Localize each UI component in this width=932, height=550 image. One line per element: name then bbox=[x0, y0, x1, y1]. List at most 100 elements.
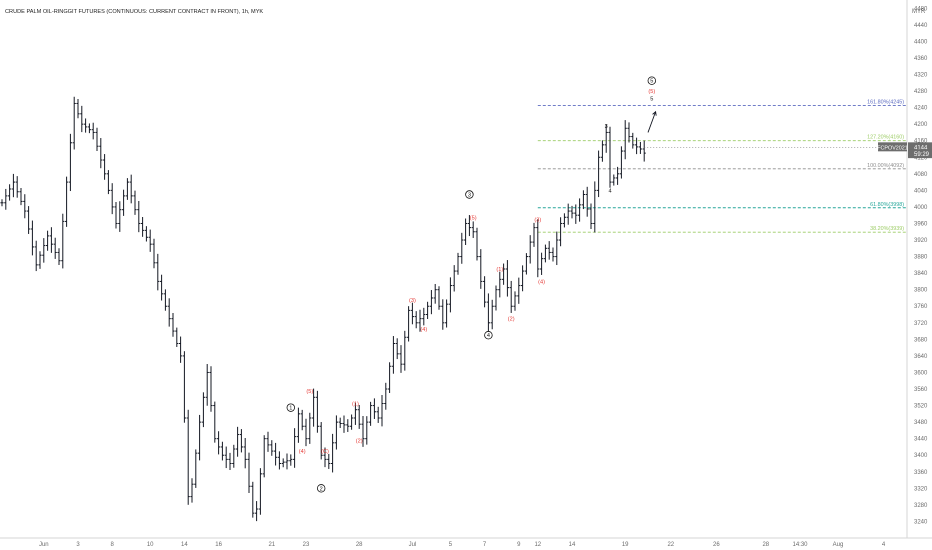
ohlc-bar bbox=[426, 301, 430, 319]
wave-label: 5 bbox=[650, 96, 653, 102]
y-tick-label: 3440 bbox=[914, 437, 928, 443]
ohlc-bar bbox=[255, 501, 259, 522]
ohlc-bar bbox=[19, 188, 23, 206]
ohlc-bar bbox=[163, 289, 167, 311]
ohlc-bar bbox=[4, 188, 8, 210]
ohlc-bar bbox=[551, 247, 555, 262]
x-tick-label: 16 bbox=[215, 542, 222, 548]
ohlc-bar bbox=[0, 199, 4, 207]
ohlc-bar bbox=[372, 398, 376, 419]
ohlc-bar bbox=[49, 227, 53, 253]
ohlc-bar bbox=[156, 253, 160, 291]
wave-label: (3) bbox=[534, 217, 541, 223]
ohlc-bar bbox=[342, 415, 346, 433]
elliott-wave-labels: 1 2 3 4 5 (4) (5) (C) (1) (2) (3) (4) (5) (1) (2) (3) (4… bbox=[286, 76, 656, 493]
ohlc-bar bbox=[410, 302, 414, 325]
ohlc-bar bbox=[122, 189, 126, 216]
ohlc-bar bbox=[87, 123, 91, 134]
ohlc-bar bbox=[543, 244, 547, 263]
ohlc-bar bbox=[509, 280, 513, 313]
svg-text:(5): (5) bbox=[470, 215, 477, 221]
wave-label-circled: 1 bbox=[286, 403, 295, 412]
ohlc-bar bbox=[361, 415, 365, 447]
x-tick-label: 5 bbox=[449, 542, 453, 548]
y-tick-label: 4400 bbox=[914, 39, 928, 45]
ohlc-bar bbox=[247, 452, 251, 493]
wave-label: (5) bbox=[470, 215, 477, 221]
ohlc-bar bbox=[369, 401, 373, 426]
svg-text:1: 1 bbox=[289, 406, 292, 412]
wave-label: (1) bbox=[496, 267, 503, 273]
ohlc-bar bbox=[8, 184, 12, 201]
y-tick-label: 3840 bbox=[914, 271, 928, 277]
y-tick-label: 3560 bbox=[914, 387, 928, 393]
x-tick-label: 8 bbox=[111, 542, 115, 548]
ohlc-bar bbox=[65, 176, 69, 227]
ohlc-bar bbox=[198, 414, 202, 461]
last-price-tag: 4144 bbox=[908, 142, 932, 152]
wave-label-circled: 5 bbox=[647, 76, 656, 85]
wave-label: (2) bbox=[356, 439, 363, 445]
ohlc-bar bbox=[209, 366, 213, 412]
ohlc-bar bbox=[239, 429, 243, 453]
svg-text:(3): (3) bbox=[534, 217, 541, 223]
x-tick-label: Aug bbox=[833, 542, 844, 548]
ohlc-bar bbox=[638, 141, 642, 154]
ohlc-bar bbox=[365, 416, 369, 445]
ohlc-bar bbox=[471, 221, 475, 238]
svg-text:2: 2 bbox=[320, 486, 323, 492]
y-tick-label: 4440 bbox=[914, 23, 928, 29]
ohlc-bar bbox=[91, 122, 95, 140]
ohlc-bar bbox=[505, 260, 509, 297]
ohlc-bar bbox=[285, 453, 289, 470]
price-axis[interactable]: 3240 3280 3320 3360 3400 3440 3480 3520 3560 3600… bbox=[914, 6, 928, 525]
ohlc-bar bbox=[388, 362, 392, 393]
ohlc-bar bbox=[148, 229, 152, 252]
ohlc-bar bbox=[414, 311, 418, 329]
ohlc-bar bbox=[623, 120, 627, 160]
y-tick-label: 4080 bbox=[914, 172, 928, 178]
ohlc-bar bbox=[350, 414, 354, 430]
ohlc-bar bbox=[106, 170, 110, 195]
y-tick-label: 3400 bbox=[914, 453, 928, 459]
svg-text:3: 3 bbox=[605, 124, 608, 130]
ohlc-bar bbox=[540, 252, 544, 275]
fib-level-label: 38.20%(3939) bbox=[870, 226, 904, 232]
x-tick-label: 3 bbox=[76, 542, 80, 548]
y-tick-label: 3240 bbox=[914, 519, 928, 525]
ohlc-bar bbox=[289, 454, 293, 466]
time-axis[interactable]: Jun 3 8 10 14 16 21 23 28 Jul 5 7 9 12 14 19 22 26 28 14:30… bbox=[39, 542, 886, 548]
svg-text:(1): (1) bbox=[352, 402, 359, 408]
svg-text:(4): (4) bbox=[538, 279, 545, 285]
ohlc-bar bbox=[125, 178, 129, 200]
ohlc-bar bbox=[346, 419, 350, 432]
ohlc-bar bbox=[27, 206, 31, 234]
wave-label: (3) bbox=[409, 298, 416, 304]
ohlc-bar bbox=[274, 442, 278, 466]
ohlc-bar bbox=[597, 150, 601, 198]
svg-text:4: 4 bbox=[487, 333, 490, 339]
svg-text:4: 4 bbox=[608, 188, 611, 194]
ohlc-bar bbox=[281, 458, 285, 468]
ohlc-bar bbox=[604, 124, 608, 153]
y-tick-label: 4120 bbox=[914, 155, 928, 161]
ohlc-bar bbox=[631, 132, 635, 149]
ohlc-bar bbox=[642, 140, 646, 162]
ohlc-bar bbox=[521, 265, 525, 292]
ohlc-bar bbox=[194, 449, 198, 488]
projection-arrow bbox=[647, 110, 657, 133]
ohlc-bar bbox=[574, 204, 578, 224]
ohlc-bar bbox=[114, 201, 118, 229]
ohlc-bar bbox=[312, 388, 316, 427]
svg-text:(5): (5) bbox=[648, 89, 655, 95]
ohlc-bar bbox=[467, 215, 471, 237]
countdown-tag: 59:29 bbox=[908, 149, 932, 159]
ohlc-bar bbox=[160, 274, 164, 301]
ohlc-bar bbox=[129, 174, 133, 204]
ohlc-bar bbox=[513, 291, 517, 311]
x-tick-label: 19 bbox=[622, 542, 629, 548]
ohlc-bar bbox=[11, 173, 15, 198]
y-tick-label: 3760 bbox=[914, 304, 928, 310]
y-tick-label: 4360 bbox=[914, 56, 928, 62]
